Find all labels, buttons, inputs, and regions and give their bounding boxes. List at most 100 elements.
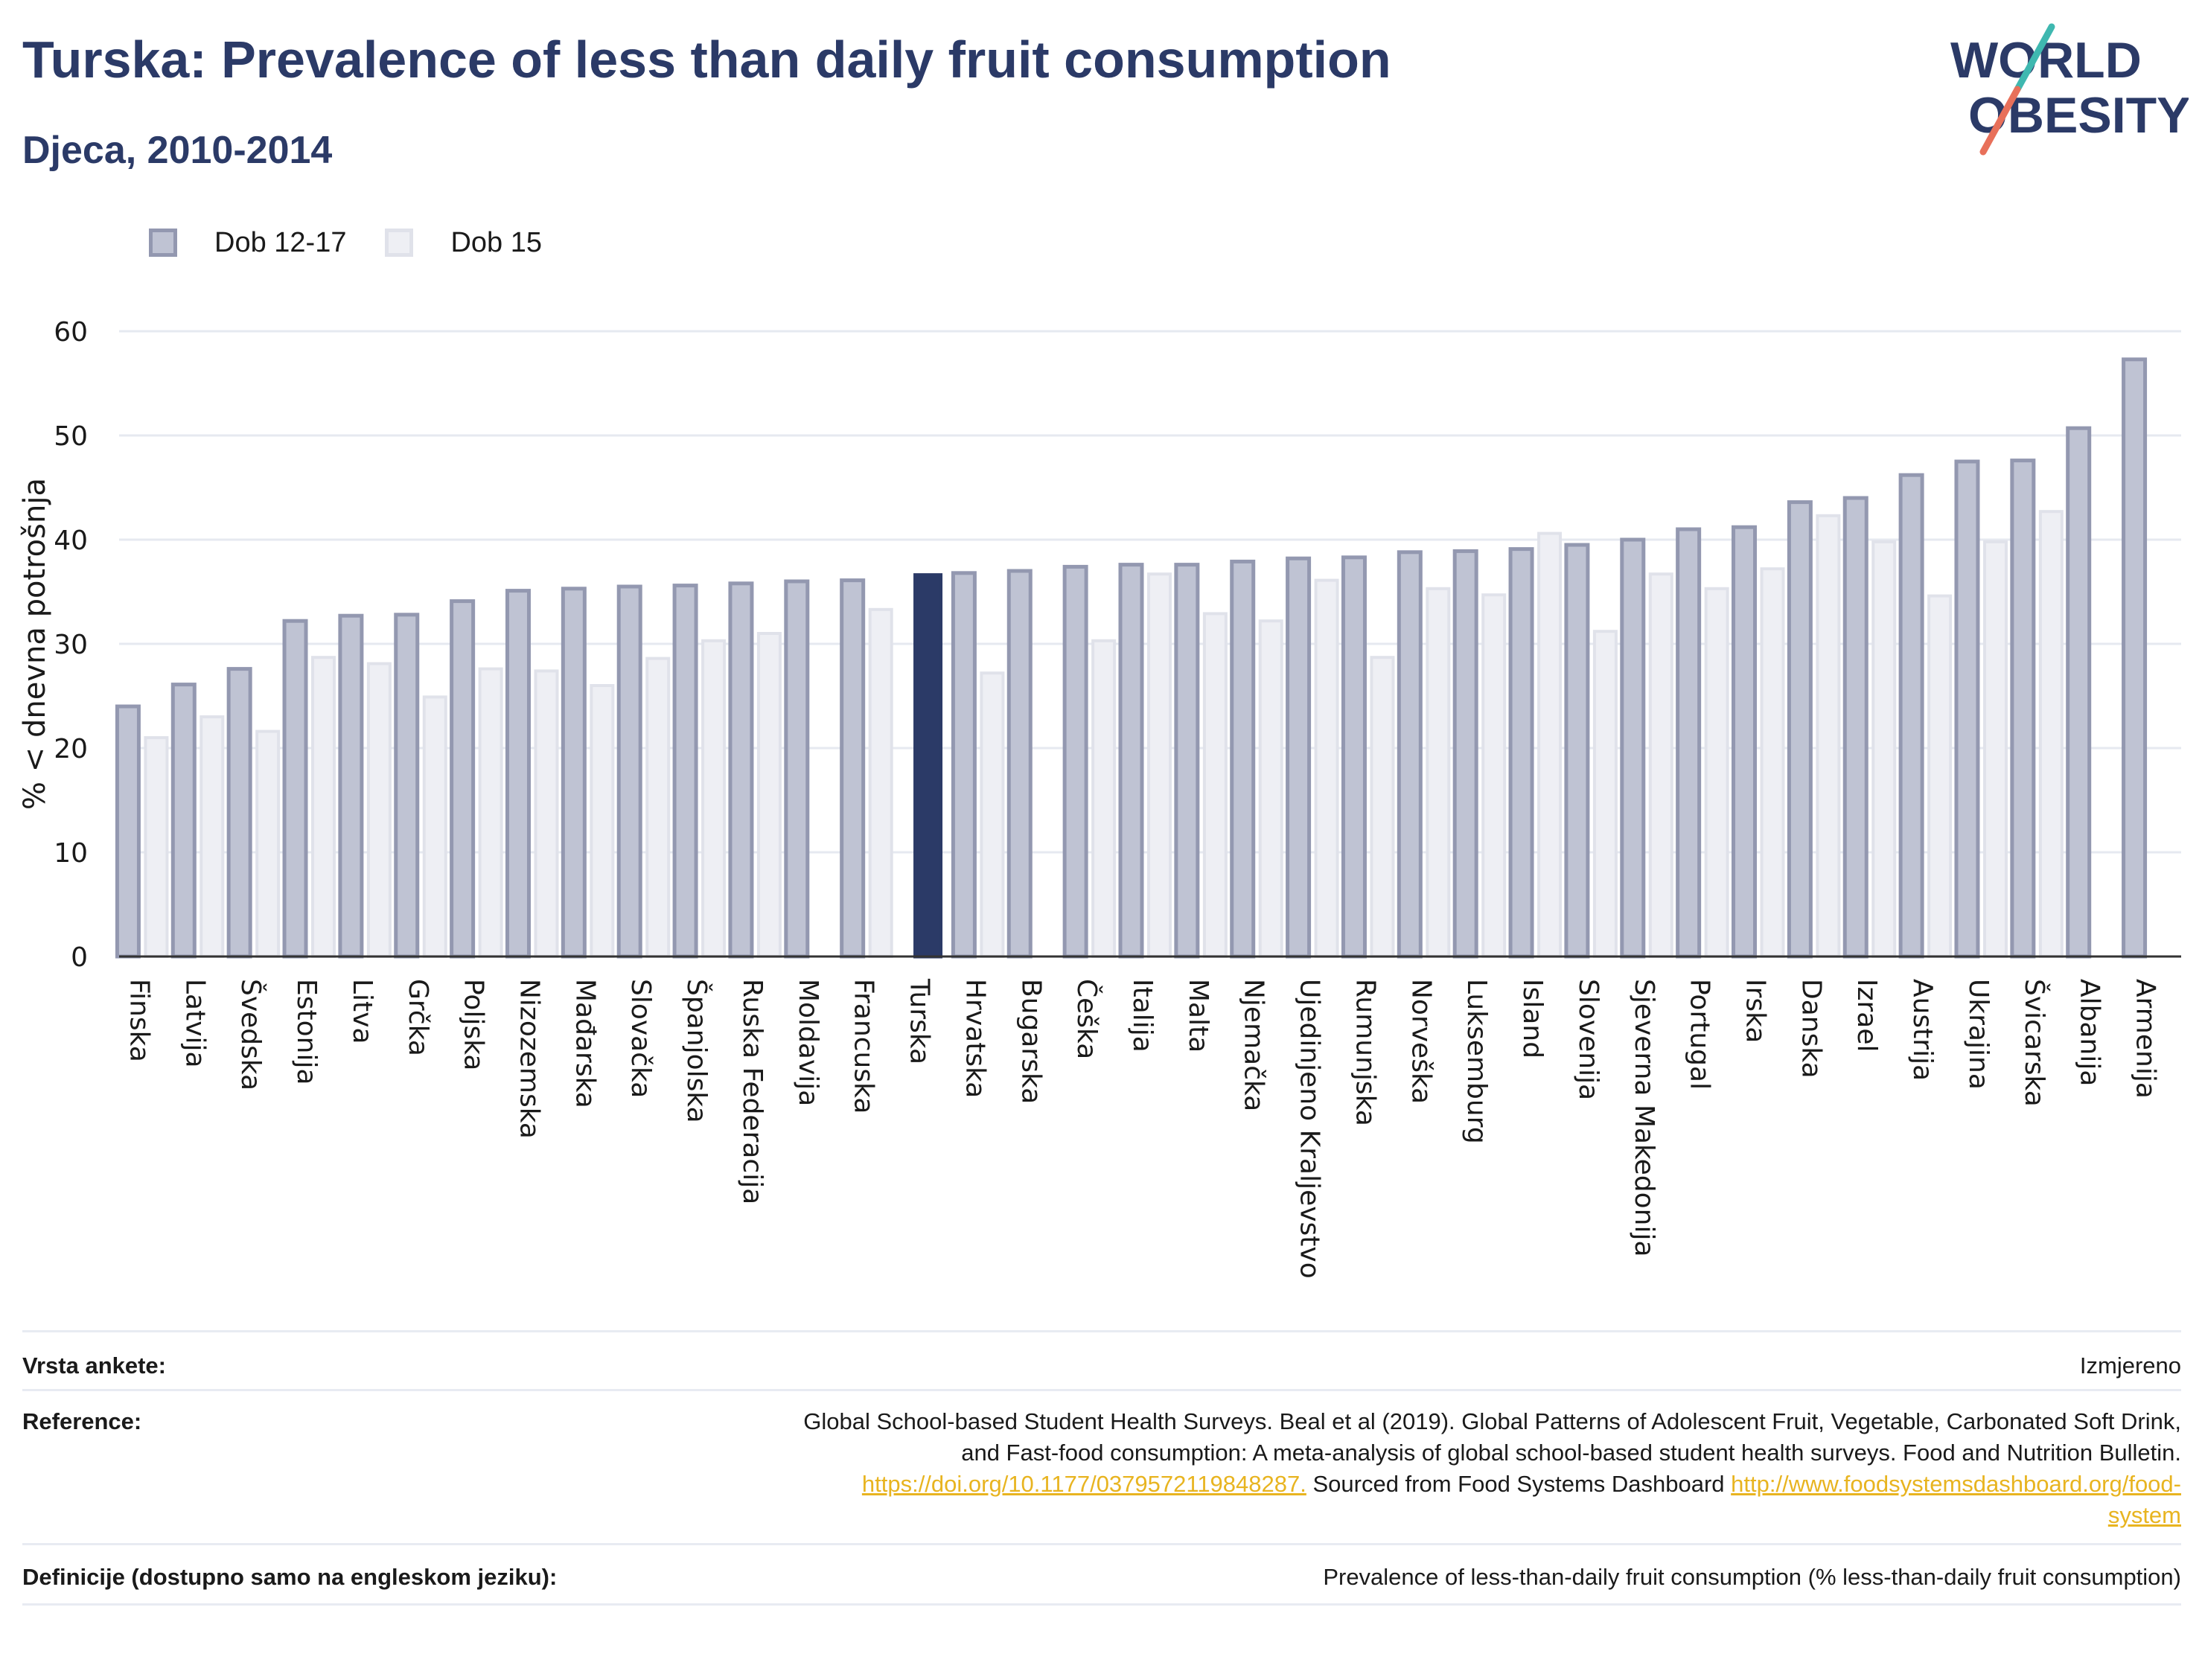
y-tick-label-60: 60 xyxy=(54,317,88,348)
bar-chart: 0 10 20 30 40 50 60 Finska Latvija Švedska Estoni… xyxy=(18,317,2181,1279)
bar-dob-15-30[interactable] xyxy=(1816,514,1841,958)
x-tick-label-24: Luksemburg xyxy=(1461,979,1492,1144)
bar-dob-12-17-28[interactable] xyxy=(1676,527,1702,959)
bar-highlight-14[interactable] xyxy=(913,573,943,959)
bar-dob-12-17-8[interactable] xyxy=(561,587,587,959)
y-tick-label-0: 0 xyxy=(71,942,88,973)
bar-dob-12-17-6[interactable] xyxy=(450,599,476,959)
x-tick-label-1: Latvija xyxy=(179,979,210,1068)
bars xyxy=(115,357,2148,959)
bar-dob-12-17-35[interactable] xyxy=(2066,426,2092,959)
bar-dob-12-17-5[interactable] xyxy=(394,613,420,959)
x-tick-label-30: Danska xyxy=(1796,979,1826,1079)
y-axis-label: % < dnevna potrošnja xyxy=(18,478,52,810)
x-tick-label-11: Ruska Federacija xyxy=(737,979,767,1204)
bar-dob-15-13[interactable] xyxy=(868,607,893,958)
bar-dob-15-18[interactable] xyxy=(1147,572,1172,958)
dashboard-link[interactable]: http://www.foodsystemsdashboard.org/food… xyxy=(1731,1471,2181,1497)
x-tick-label-20: Njemačka xyxy=(1239,979,1269,1111)
x-tick-label-28: Portugal xyxy=(1685,979,1715,1090)
x-tick-label-27: Sjeverna Makedonija xyxy=(1629,979,1659,1257)
bar-dob-12-17-22[interactable] xyxy=(1341,555,1367,959)
bar-dob-12-17-15[interactable] xyxy=(951,571,977,959)
bar-dob-12-17-2[interactable] xyxy=(226,667,252,959)
x-tick-label-9: Slovačka xyxy=(625,979,656,1098)
legend-item-series-a[interactable]: Dob 12-17 xyxy=(149,227,346,259)
x-tick-label-35: Albanija xyxy=(2075,979,2105,1086)
bar-dob-15-11[interactable] xyxy=(756,632,782,958)
x-axis-labels: Finska Latvija Švedska Estonija Litva Grčka Po… xyxy=(124,978,2160,1279)
bar-dob-12-17-30[interactable] xyxy=(1787,500,1813,959)
bar-dob-15-20[interactable] xyxy=(1258,619,1283,958)
bar-dob-12-17-1[interactable] xyxy=(170,683,197,959)
bar-dob-15-29[interactable] xyxy=(1760,567,1785,958)
bar-dob-15-17[interactable] xyxy=(1091,639,1117,958)
bar-dob-15-21[interactable] xyxy=(1314,578,1339,958)
bar-dob-15-28[interactable] xyxy=(1704,587,1729,958)
logo-slash-bottom xyxy=(1979,86,2021,156)
bar-dob-15-9[interactable] xyxy=(645,657,671,958)
bar-dob-12-17-7[interactable] xyxy=(505,589,531,959)
bar-dob-12-17-9[interactable] xyxy=(616,584,642,959)
world-obesity-logo: WORLD OBESITY xyxy=(1950,23,2189,156)
bar-dob-12-17-29[interactable] xyxy=(1732,525,1758,959)
x-tick-label-36: Armenija xyxy=(2131,979,2161,1099)
bar-dob-12-17-23[interactable] xyxy=(1397,550,1423,959)
reference-mid-text: Sourced from Food Systems Dashboard xyxy=(1306,1471,1732,1497)
bar-dob-12-17-27[interactable] xyxy=(1620,537,1646,959)
bar-dob-15-4[interactable] xyxy=(366,662,392,958)
bar-dob-12-17-13[interactable] xyxy=(840,578,866,959)
bar-dob-12-17-25[interactable] xyxy=(1508,547,1534,959)
bar-dob-12-17-36[interactable] xyxy=(2122,357,2148,959)
bar-dob-15-27[interactable] xyxy=(1648,572,1673,958)
y-tick-label-20: 20 xyxy=(54,734,88,764)
bar-dob-15-15[interactable] xyxy=(980,671,1005,958)
bar-dob-12-17-4[interactable] xyxy=(338,613,364,959)
reference-line-2: and Fast-food consumption: A meta-analys… xyxy=(961,1440,2181,1466)
bar-dob-12-17-17[interactable] xyxy=(1062,564,1088,959)
bar-dob-12-17-0[interactable] xyxy=(115,704,141,959)
bar-dob-15-26[interactable] xyxy=(1592,630,1618,958)
bar-dob-15-0[interactable] xyxy=(144,736,169,958)
x-tick-label-23: Norveška xyxy=(1405,979,1436,1104)
bar-dob-12-17-11[interactable] xyxy=(728,581,754,959)
bar-dob-15-34[interactable] xyxy=(2038,510,2064,958)
bar-dob-15-2[interactable] xyxy=(255,729,281,958)
bar-dob-15-19[interactable] xyxy=(1202,612,1228,958)
bar-dob-12-17-10[interactable] xyxy=(672,584,698,959)
bar-dob-12-17-12[interactable] xyxy=(784,579,810,959)
bar-dob-12-17-20[interactable] xyxy=(1230,559,1256,959)
bar-dob-12-17-34[interactable] xyxy=(2010,459,2036,959)
doi-link[interactable]: https://doi.org/10.1177/0379572119848287… xyxy=(861,1471,1306,1497)
bar-dob-15-33[interactable] xyxy=(1982,540,2008,958)
bar-dob-15-23[interactable] xyxy=(1426,587,1451,958)
bar-dob-12-17-18[interactable] xyxy=(1118,563,1144,959)
dashboard-link-cont[interactable]: system xyxy=(2107,1502,2181,1528)
bar-dob-15-7[interactable] xyxy=(534,669,559,959)
chart-title: Turska: Prevalence of less than daily fr… xyxy=(22,31,1391,89)
bar-dob-15-22[interactable] xyxy=(1370,656,1395,958)
bar-dob-15-32[interactable] xyxy=(1927,594,1953,958)
bar-dob-12-17-32[interactable] xyxy=(1898,473,1924,959)
bar-dob-12-17-3[interactable] xyxy=(282,619,308,959)
bar-dob-12-17-31[interactable] xyxy=(1842,496,1868,959)
bar-dob-15-10[interactable] xyxy=(701,639,727,958)
x-tick-label-26: Slovenija xyxy=(1573,979,1603,1100)
bar-dob-12-17-16[interactable] xyxy=(1006,569,1033,959)
bar-dob-15-5[interactable] xyxy=(422,695,447,959)
bar-dob-12-17-26[interactable] xyxy=(1564,543,1590,959)
bar-dob-12-17-24[interactable] xyxy=(1452,549,1478,959)
bar-dob-12-17-21[interactable] xyxy=(1286,556,1312,959)
bar-dob-15-25[interactable] xyxy=(1537,531,1563,959)
bar-dob-15-24[interactable] xyxy=(1481,593,1507,958)
chart-subtitle: Djeca, 2010-2014 xyxy=(22,129,333,172)
bar-dob-15-31[interactable] xyxy=(1871,540,1897,958)
bar-dob-15-6[interactable] xyxy=(478,667,503,958)
legend-item-series-b[interactable]: Dob 15 xyxy=(385,227,542,259)
bar-dob-15-1[interactable] xyxy=(200,715,225,958)
bar-dob-15-8[interactable] xyxy=(590,684,615,958)
x-tick-label-29: Irska xyxy=(1740,979,1771,1043)
bar-dob-12-17-19[interactable] xyxy=(1174,563,1200,959)
bar-dob-15-3[interactable] xyxy=(311,656,336,958)
bar-dob-12-17-33[interactable] xyxy=(1954,459,1980,959)
